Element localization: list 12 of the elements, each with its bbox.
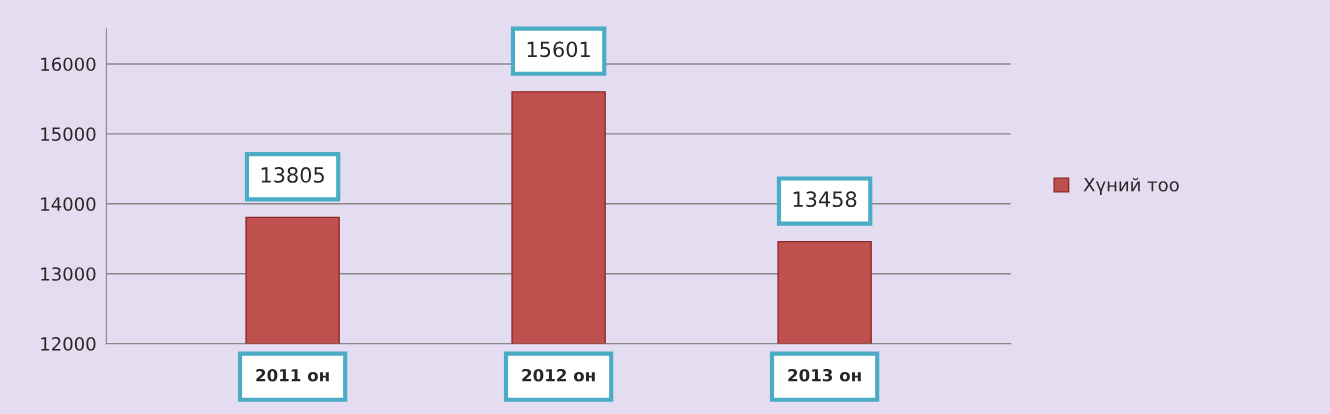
data-label: 13458: [793, 191, 857, 208]
data-label: 13805: [261, 167, 324, 183]
y-tick-label: 16000: [41, 57, 96, 72]
y-tick-label: 12000: [41, 337, 96, 351]
y-tick-label: 15000: [41, 127, 96, 141]
x-tick-label: 2013 он: [788, 368, 861, 382]
y-tick-label: 13000: [41, 267, 96, 281]
x-tick-label: 2012 он: [522, 368, 595, 382]
x-tick-label: 2011 он: [256, 368, 329, 382]
y-tick-label: 14000: [41, 197, 96, 211]
legend-label: Хүний тоо: [1083, 177, 1179, 196]
data-label: 15601: [527, 41, 590, 58]
